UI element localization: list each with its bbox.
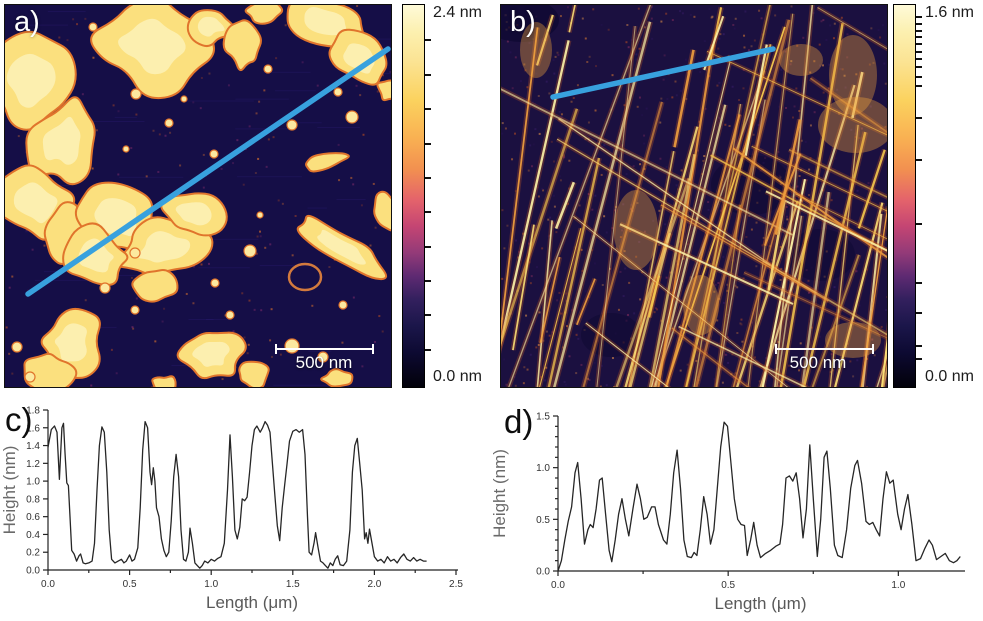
colorbar-a-min-label: 0.0 nm <box>433 368 482 385</box>
afm-image-a: a) 500 nm <box>4 4 392 388</box>
svg-text:1.4: 1.4 <box>26 441 40 452</box>
colorbar-tick <box>916 344 922 347</box>
colorbar-tick <box>425 38 431 41</box>
svg-text:2.5: 2.5 <box>449 579 463 590</box>
svg-text:Height (nm): Height (nm) <box>490 449 509 538</box>
colorbar-tick <box>916 36 922 39</box>
svg-text:0.0: 0.0 <box>26 566 40 577</box>
colorbar-tick <box>916 57 922 60</box>
height-colorbar-a <box>402 4 431 388</box>
colorbar-tick <box>916 357 922 360</box>
colorbar-tick <box>916 65 922 68</box>
svg-text:0.0: 0.0 <box>41 579 55 590</box>
svg-text:0.0: 0.0 <box>536 567 550 578</box>
colorbar-tick <box>916 15 922 18</box>
svg-text:0.0: 0.0 <box>551 580 565 591</box>
panel-label-a: a) <box>14 6 40 38</box>
svg-text:Length (μm): Length (μm) <box>206 593 298 612</box>
svg-text:1.5: 1.5 <box>536 412 550 423</box>
colorbar-tick <box>916 22 922 25</box>
svg-text:0.2: 0.2 <box>26 548 40 559</box>
svg-text:1.2: 1.2 <box>26 459 40 470</box>
afm-image-b: b) 500 nm <box>500 4 888 388</box>
svg-text:0.6: 0.6 <box>26 512 40 523</box>
colorbar-tick <box>425 107 431 110</box>
colorbar-tick <box>916 29 922 32</box>
scalebar-label-a: 500 nm <box>295 353 353 372</box>
height-colorbar-b <box>893 4 922 388</box>
svg-text:0.5: 0.5 <box>536 515 550 526</box>
colorbar-tick <box>916 282 922 285</box>
svg-text:1.5: 1.5 <box>286 579 300 590</box>
panel-label-b: b) <box>510 6 536 38</box>
colorbar-tick <box>916 222 922 225</box>
height-profile-chart-d: 0.0 0.5 1.0 0.0 0.5 1.0 1.5 Length (μm) Height (… <box>490 412 965 613</box>
svg-text:Length (μm): Length (μm) <box>715 594 807 613</box>
colorbar-tick <box>916 85 922 88</box>
afm-a-canvas <box>5 5 391 387</box>
colorbar-tick <box>425 73 431 76</box>
scalebar-label-b: 500 nm <box>789 353 847 372</box>
colorbar-tick <box>425 279 431 282</box>
svg-text:0.5: 0.5 <box>123 579 137 590</box>
svg-text:1.6: 1.6 <box>26 423 40 434</box>
height-profile-chart-c: 0.0 0.5 1.0 1.5 2.0 2.5 0.0 0.2 0.4 0.6 0.8 1.0 1.2 1… <box>0 406 463 613</box>
colorbar-tick <box>916 75 922 78</box>
colorbar-tick <box>916 311 922 314</box>
colorbar-tick <box>916 159 922 162</box>
colorbar-tick <box>425 348 431 351</box>
svg-text:1.8: 1.8 <box>26 406 40 417</box>
svg-text:Height (nm): Height (nm) <box>0 446 19 535</box>
colorbar-tick <box>425 176 431 179</box>
svg-text:0.5: 0.5 <box>721 580 735 591</box>
svg-text:1.0: 1.0 <box>891 580 905 591</box>
colorbar-tick <box>425 245 431 248</box>
colorbar-b-max-label: 1.6 nm <box>925 4 974 21</box>
svg-text:0.8: 0.8 <box>26 494 40 505</box>
svg-text:1.0: 1.0 <box>204 579 218 590</box>
afm-b-canvas <box>501 5 887 387</box>
svg-text:0.4: 0.4 <box>26 530 40 541</box>
colorbar-a-max-label: 2.4 nm <box>433 4 482 21</box>
colorbar-tick <box>916 117 922 120</box>
colorbar-tick <box>425 142 431 145</box>
colorbar-tick <box>425 211 431 214</box>
svg-text:2.0: 2.0 <box>367 579 381 590</box>
svg-text:1.0: 1.0 <box>536 463 550 474</box>
panel-label-d: d) <box>504 403 534 440</box>
panel-label-c: c) <box>5 401 33 438</box>
svg-text:1.0: 1.0 <box>26 477 40 488</box>
colorbar-tick <box>425 314 431 317</box>
colorbar-tick <box>916 43 922 46</box>
colorbar-tick <box>916 50 922 53</box>
colorbar-b-min-label: 0.0 nm <box>925 368 974 385</box>
